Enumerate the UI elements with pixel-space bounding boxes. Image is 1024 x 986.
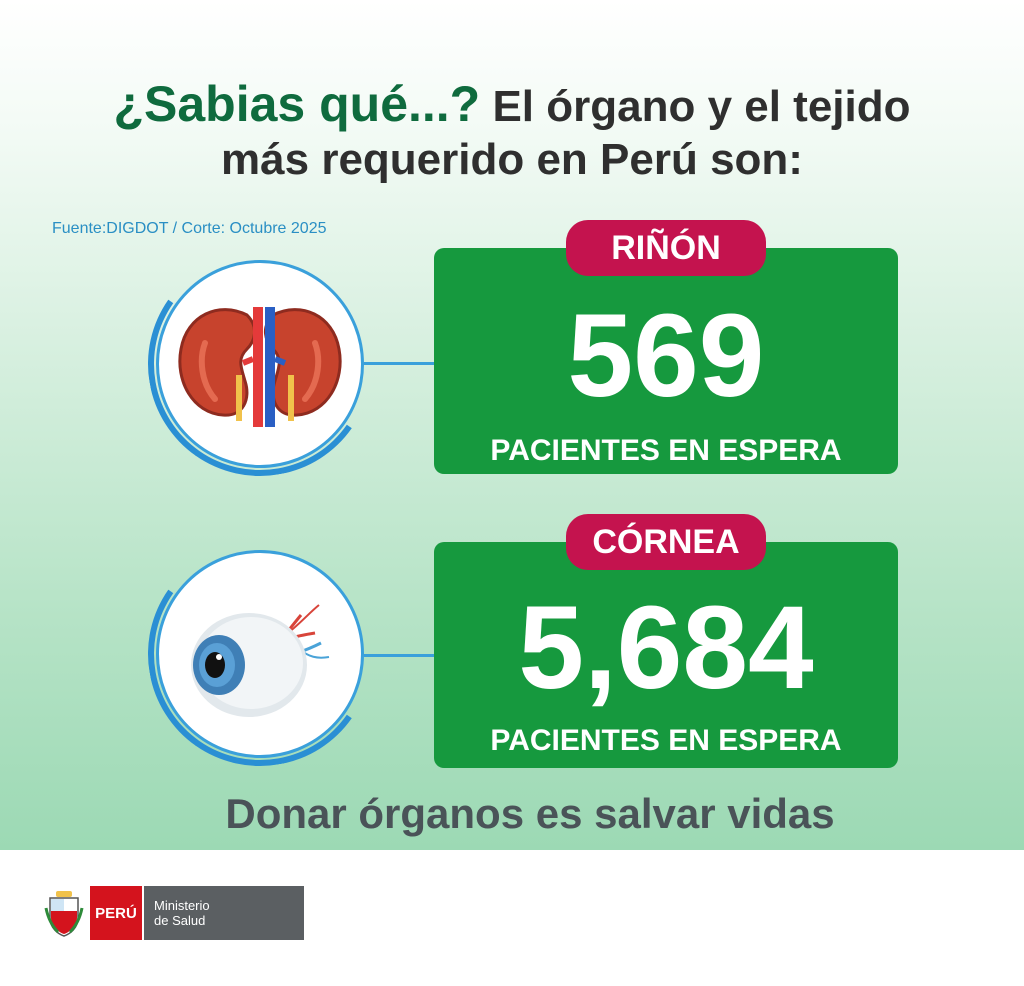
kidney-connector	[364, 362, 436, 365]
cornea-caption: PACIENTES EN ESPERA	[490, 724, 842, 757]
ministry-line-2: de Salud	[154, 913, 206, 928]
cornea-card	[434, 542, 898, 768]
headline-line-1: ¿Sabias qué...? El órgano y el tejido	[0, 78, 1024, 133]
eye-icon	[191, 604, 330, 717]
slogan: Donar órganos es salvar vidas	[225, 790, 835, 837]
peru-label: PERÚ	[90, 886, 144, 940]
cornea-label-pill: CÓRNEA	[566, 514, 766, 570]
cornea-patient-count: 5,684	[518, 582, 814, 714]
headline-highlight: ¿Sabias qué...?	[113, 76, 481, 132]
cornea-connector	[364, 654, 436, 657]
kidney-circle	[156, 260, 364, 468]
kidney-card	[434, 248, 898, 474]
kidney-icon	[178, 307, 342, 427]
kidney-caption: PACIENTES EN ESPERA	[490, 434, 842, 467]
cornea-circle	[156, 550, 364, 758]
kidney-patient-count: 569	[567, 290, 765, 422]
kidney-label-pill: RIÑÓN	[566, 220, 766, 276]
headline-line-2: más requerido en Perú son:	[221, 135, 803, 184]
coat-of-arms-icon	[44, 891, 84, 937]
source-note: Fuente:DIGDOT / Corte: Octubre 2025	[52, 220, 327, 237]
headline-line-1-rest: El órgano y el tejido	[480, 82, 911, 131]
ministry-logo: PERÚ Ministerio de Salud	[44, 886, 304, 940]
ministry-line-1: Ministerio	[154, 898, 210, 913]
ministry-label: Ministerio de Salud	[144, 886, 304, 940]
